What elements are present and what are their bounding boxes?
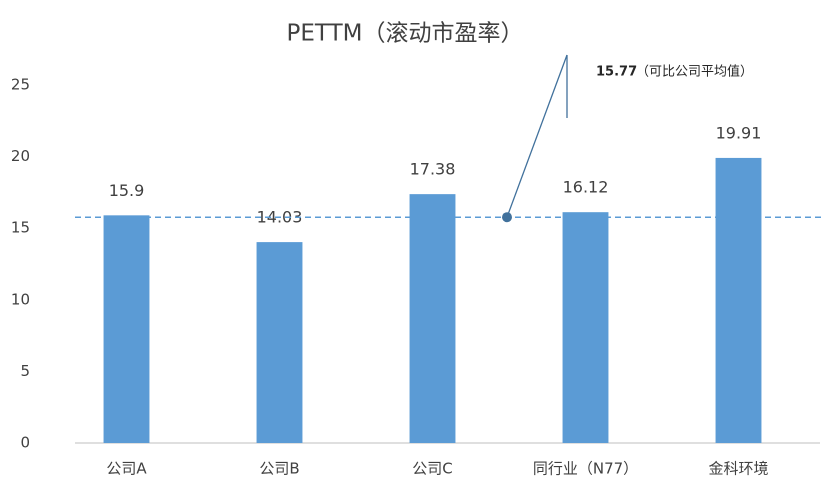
- bar: [409, 194, 456, 443]
- annotation-value: 15.77: [596, 65, 637, 80]
- bar: [562, 212, 609, 443]
- y-tick-label: 5: [20, 362, 30, 380]
- x-tick-label: 同行业（N77）: [533, 460, 638, 478]
- x-tick-label: 金科环境: [708, 460, 768, 478]
- data-label: 16.12: [563, 178, 609, 197]
- bar: [103, 215, 150, 443]
- y-tick-label: 10: [11, 290, 30, 308]
- annotation-text: （可比公司平均值）: [636, 64, 753, 80]
- y-tick-label: 25: [11, 76, 30, 94]
- chart-title: PETTM（滚动市盈率）: [287, 21, 524, 47]
- annotation-dot: [502, 212, 512, 223]
- y-tick-label: 20: [11, 147, 30, 165]
- x-tick-label: 公司C: [412, 460, 452, 478]
- data-label: 17.38: [410, 160, 456, 179]
- bar: [715, 157, 762, 444]
- bar: [256, 242, 303, 443]
- annotation-leader: [506, 54, 568, 218]
- x-tick-label: 公司A: [106, 460, 147, 478]
- y-tick-label: 15: [11, 219, 30, 237]
- y-tick-label: 0: [20, 434, 30, 452]
- data-label: 19.91: [716, 123, 762, 142]
- data-label: 15.9: [109, 181, 145, 200]
- x-tick-label: 公司B: [259, 460, 299, 478]
